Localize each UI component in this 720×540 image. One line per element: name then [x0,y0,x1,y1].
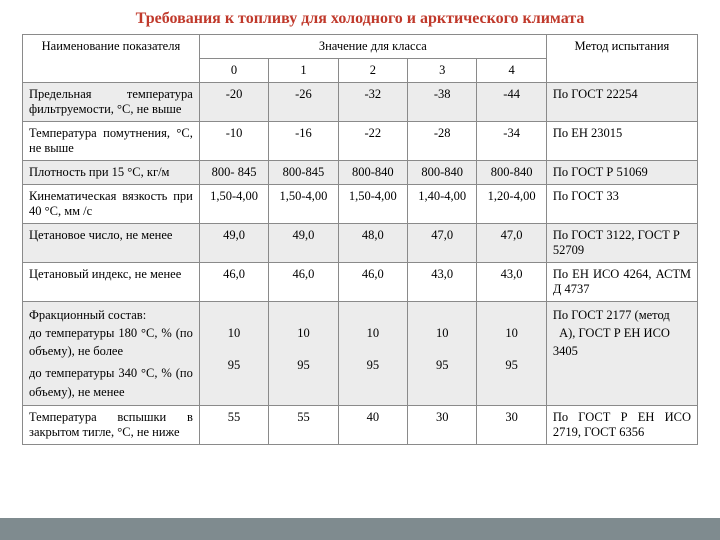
table-row: Кинематическая вязкость при 40 °С, мм /с… [23,185,698,224]
cell-value: 49,0 [269,224,338,263]
cell-value: 1095 [269,302,338,406]
th-class: 3 [408,59,477,83]
th-class: 4 [477,59,546,83]
cell-value: -22 [338,122,407,161]
cell-name: Плотность при 15 °С, кг/м [23,161,200,185]
cell-method: По ГОСТ 2177 (метод А), ГОСТ Р ЕН ИСО 34… [546,302,697,406]
cell-value: 1095 [199,302,268,406]
cell-name: Фракционный состав:до температуры 180 °С… [23,302,200,406]
cell-name: Температура помутнения, °С, не выше [23,122,200,161]
cell-value: 48,0 [338,224,407,263]
cell-value: 43,0 [408,263,477,302]
fuel-requirements-table: Наименование показателя Значение для кла… [22,34,698,445]
cell-value: -32 [338,83,407,122]
cell-value: 1,50-4,00 [199,185,268,224]
cell-value: 1095 [477,302,546,406]
cell-value: 1,20-4,00 [477,185,546,224]
cell-name: Температура вспышки в закрытом тигле, °С… [23,405,200,444]
cell-method: По ГОСТ 33 [546,185,697,224]
table-row: Цетановое число, не менее49,049,048,047,… [23,224,698,263]
cell-method: По ЕН ИСО 4264, АСТМ Д 4737 [546,263,697,302]
th-method: Метод испытания [546,35,697,83]
cell-value: -34 [477,122,546,161]
cell-value: 1095 [408,302,477,406]
cell-value: 800-840 [408,161,477,185]
cell-value: 47,0 [408,224,477,263]
footer-bar [0,518,720,540]
cell-name: Цетановый индекс, не менее [23,263,200,302]
th-class: 1 [269,59,338,83]
page-title: Требования к топливу для холодного и арк… [22,10,698,28]
cell-value: -16 [269,122,338,161]
cell-method: По ГОСТ 3122, ГОСТ Р 52709 [546,224,697,263]
table-row: Температура вспышки в закрытом тигле, °С… [23,405,698,444]
cell-value: 46,0 [199,263,268,302]
th-class: 0 [199,59,268,83]
cell-value: 1,40-4,00 [408,185,477,224]
table-row: Цетановый индекс, не менее46,046,046,043… [23,263,698,302]
table-row: Предельная температура фильтруемости, °С… [23,83,698,122]
cell-method: По ГОСТ Р 51069 [546,161,697,185]
th-values: Значение для класса [199,35,546,59]
cell-value: 800-840 [477,161,546,185]
cell-value: 800- 845 [199,161,268,185]
cell-value: 47,0 [477,224,546,263]
cell-value: -26 [269,83,338,122]
cell-value: 1095 [338,302,407,406]
cell-value: 30 [408,405,477,444]
cell-value: 55 [199,405,268,444]
table-row: Плотность при 15 °С, кг/м800- 845800-845… [23,161,698,185]
th-class: 2 [338,59,407,83]
cell-value: -10 [199,122,268,161]
cell-value: -20 [199,83,268,122]
cell-value: -44 [477,83,546,122]
cell-method: По ЕН 23015 [546,122,697,161]
cell-value: 55 [269,405,338,444]
cell-value: 30 [477,405,546,444]
cell-value: -38 [408,83,477,122]
cell-value: -28 [408,122,477,161]
cell-name: Предельная температура фильтруемости, °С… [23,83,200,122]
cell-value: 49,0 [199,224,268,263]
cell-value: 1,50-4,00 [269,185,338,224]
table-row-frac: Фракционный состав:до температуры 180 °С… [23,302,698,406]
table-row: Температура помутнения, °С, не выше-10-1… [23,122,698,161]
cell-value: 43,0 [477,263,546,302]
cell-value: 46,0 [338,263,407,302]
cell-value: 46,0 [269,263,338,302]
cell-name: Цетановое число, не менее [23,224,200,263]
cell-name: Кинематическая вязкость при 40 °С, мм /с [23,185,200,224]
cell-value: 800-845 [269,161,338,185]
cell-method: По ГОСТ Р ЕН ИСО 2719, ГОСТ 6356 [546,405,697,444]
cell-value: 1,50-4,00 [338,185,407,224]
th-name: Наименование показателя [23,35,200,83]
cell-value: 800-840 [338,161,407,185]
cell-method: По ГОСТ 22254 [546,83,697,122]
cell-value: 40 [338,405,407,444]
